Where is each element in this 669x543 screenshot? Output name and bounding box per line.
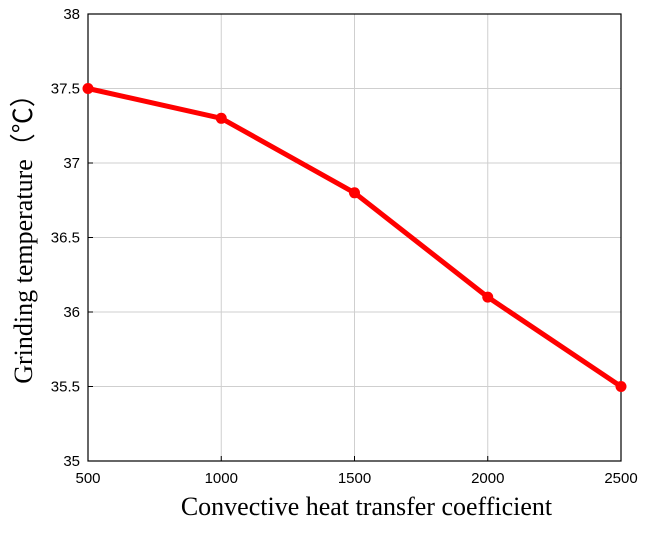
- data-point: [349, 187, 360, 199]
- grid-lines: [87, 13, 622, 462]
- x-tick-label: 2000: [471, 470, 504, 487]
- data-point: [215, 112, 227, 124]
- y-tick-label: 36: [63, 304, 80, 321]
- y-tick-label: 38: [63, 6, 80, 23]
- axis-ticks: [87, 13, 622, 462]
- y-tick-label: 37.5: [51, 81, 80, 98]
- data-point: [615, 381, 627, 392]
- y-tick-label: 36.5: [51, 230, 80, 247]
- y-axis-label: Grinding temperature（℃）: [9, 81, 38, 384]
- y-tick-label: 37: [63, 155, 80, 172]
- x-tick-labels: 500 1000 1500 2000 2500: [75, 470, 637, 487]
- x-tick-label: 1000: [205, 470, 238, 487]
- x-tick-label: 1500: [338, 470, 371, 487]
- x-tick-label: 2500: [604, 470, 637, 487]
- x-tick-label: 500: [75, 470, 100, 487]
- x-axis-label: Convective heat transfer coefficient: [181, 492, 553, 521]
- y-tick-labels: 35 35.5 36 36.5 37 37.5 38: [51, 6, 80, 470]
- data-point: [482, 291, 494, 303]
- y-tick-label: 35.5: [51, 379, 80, 396]
- y-tick-label: 35: [63, 453, 80, 470]
- series-layer: [82, 83, 627, 392]
- data-point: [82, 83, 94, 94]
